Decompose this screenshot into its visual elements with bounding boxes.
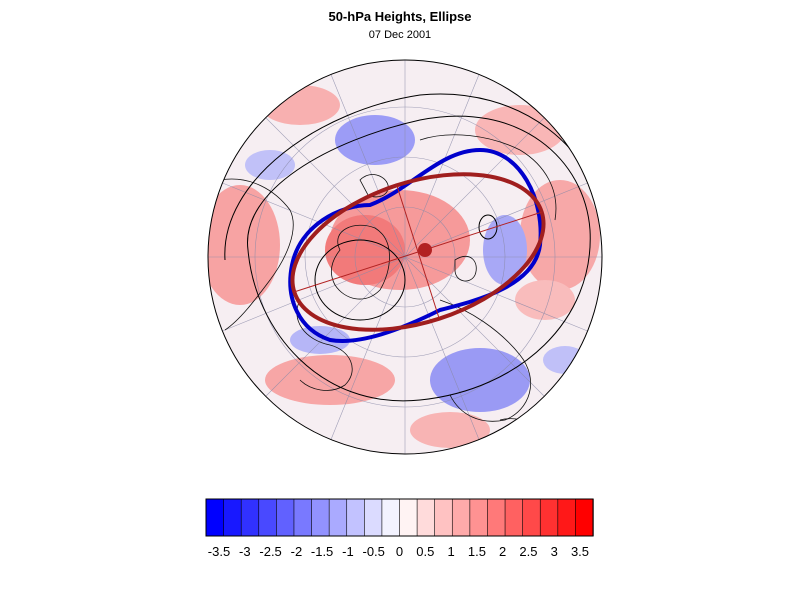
colorbar-tick-label: -3 [239,544,251,559]
colorbar-swatch [451,498,471,537]
colorbar-tick-label: 3 [551,544,558,559]
colorbar-swatch [469,498,489,537]
coastline-europe [439,299,531,422]
map-title: 50-hPa Heights, Ellipse [328,9,472,24]
colorbar-tick-label: 2.5 [519,544,537,559]
colorbar-swatch [258,498,278,537]
colorbar-swatch [399,498,418,537]
colorbar-swatch [381,498,401,537]
colorbar-swatch [346,498,366,537]
colorbar-tick-label: 1 [447,544,454,559]
ellipse-center-marker [418,243,432,257]
colorbar-swatch [575,498,594,537]
height-contour-middle [247,115,591,402]
colorbar-swatch [223,498,242,537]
colorbar-swatch [205,498,225,537]
colorbar-swatch [240,498,260,537]
colorbar-tick-label: 0.5 [416,544,434,559]
colorbar-swatch [364,498,383,537]
colorbar-tick-label: -0.5 [362,544,384,559]
coastline-greenland [330,224,390,300]
anomaly-patch-west [208,185,280,305]
colorbar-labels: -3.5 -3 -2.5 -2 -1.5 -1 -0.5 0 0.5 1 1.5 2 2.5 3 3.5 [208,544,589,559]
colorbar-swatch [434,498,453,537]
colorbar-tick-label: -2.5 [259,544,281,559]
anomaly-patch-north-blue [335,115,415,165]
coastline-siberia [419,134,557,221]
graticule [208,60,602,454]
anomaly-patch-east-2 [515,280,575,320]
coastline-arctic-islands [359,174,389,198]
colorbar-tick-label: -3.5 [208,544,230,559]
colorbar-swatch [522,498,541,537]
colorbar-swatches [205,498,594,537]
anomaly-patch-southeast-blue [430,348,530,412]
ellipse-minor-axis [396,185,440,319]
anomaly-patch-south [265,355,395,405]
colorbar-swatch [311,498,330,537]
colorbar-swatch [557,498,577,537]
colorbar-swatch [293,498,313,537]
colorbar-tick-label: 0 [396,544,403,559]
coastline-north-america-east [296,299,353,391]
height-contour-inner [314,239,406,321]
anomaly-patch-bottom [410,412,490,448]
map-clipped-area [208,60,602,454]
anomaly-field [208,85,600,448]
colorbar-tick-label: 1.5 [468,544,486,559]
colorbar-tick-label: -1 [342,544,354,559]
colorbar-swatch [328,498,348,537]
globe-outline [207,59,603,455]
colorbar-tick-label: -1.5 [311,544,333,559]
colorbar-frame [205,498,594,537]
coastline-novaya-zemlya [454,255,477,282]
colorbar-swatch [487,498,506,537]
colorbar-tick-label: 3.5 [571,544,589,559]
coastlines [219,134,557,441]
map-date: 07 Dec 2001 [368,29,432,41]
colorbar-tick-label: -2 [291,544,303,559]
colorbar-swatch [416,498,436,537]
coastline-north-america-west [219,178,294,331]
colorbar-swatch [539,498,559,537]
colorbar-swatch [504,498,524,537]
colorbar-tick-label: 2 [499,544,506,559]
colorbar-swatch [276,498,295,537]
